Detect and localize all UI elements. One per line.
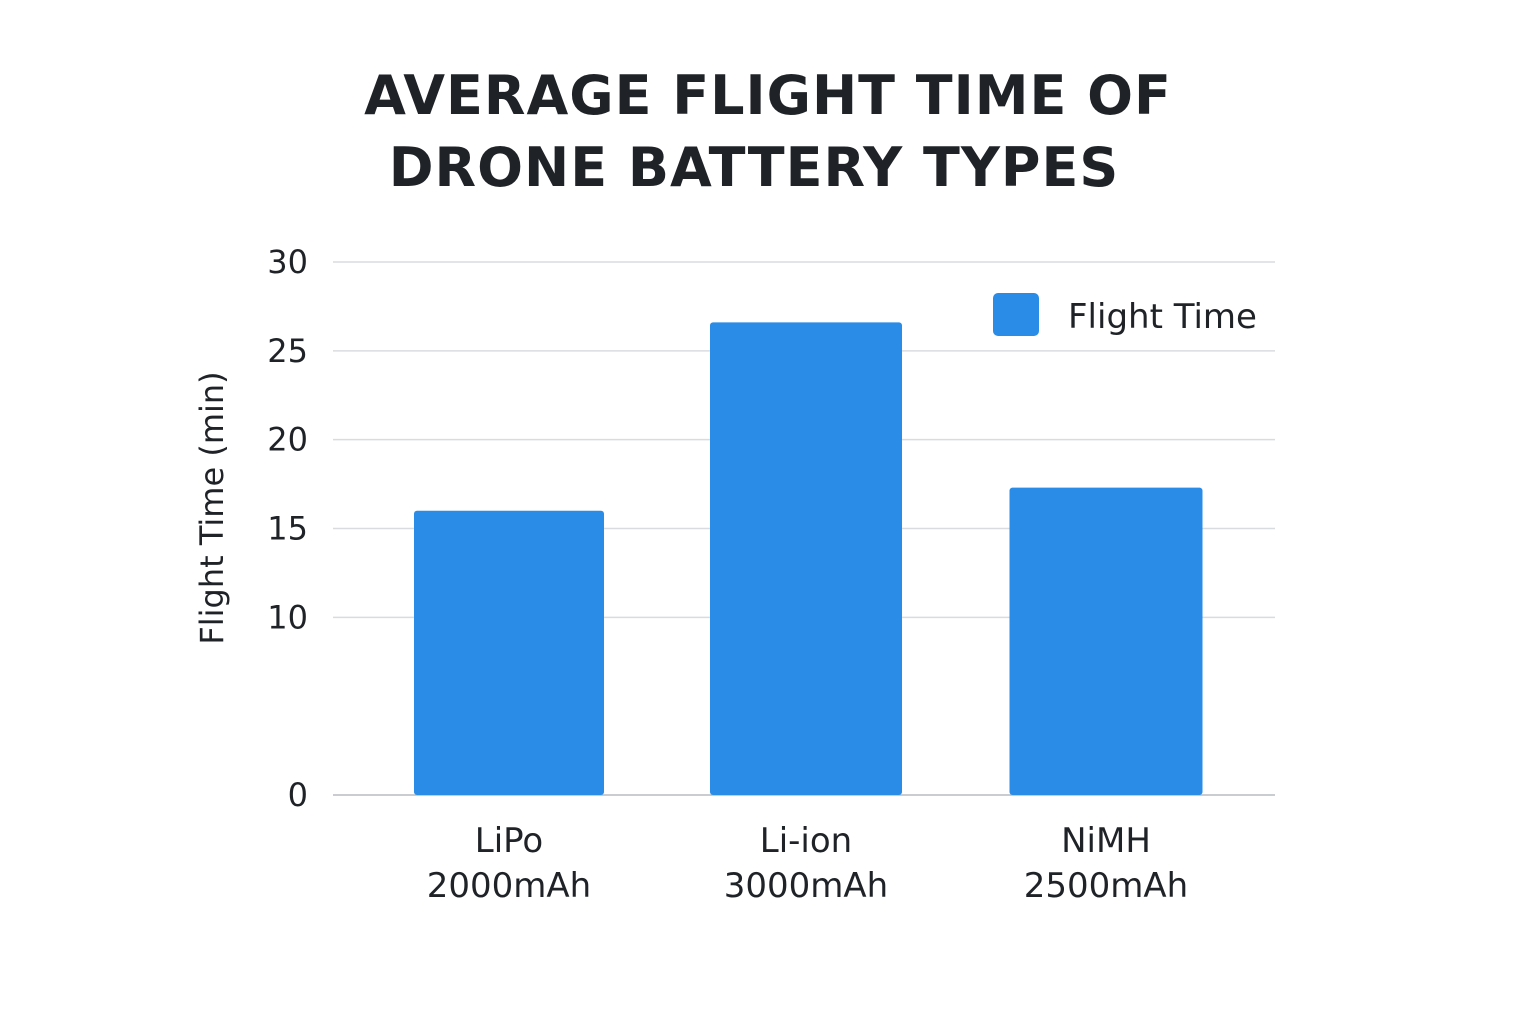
y-tick-label-15: 15 — [267, 510, 308, 548]
bar-lipo — [414, 510, 604, 795]
x-tick-label-lipo-line-2: 2000mAh — [427, 866, 591, 906]
bar-nimh — [1009, 487, 1203, 795]
chart-title: AVERAGE FLIGHT TIME OF DRONE BATTERY TYP… — [364, 64, 1172, 199]
x-tick-label-nimh-line-1: NiMH — [1061, 821, 1151, 861]
x-tick-label-li-ion-line-2: 3000mAh — [724, 866, 888, 906]
x-axis-ticks: LiPo 2000mAh Li-ion 3000mAh NiMH 2500mAh — [427, 821, 1188, 906]
y-tick-label-20: 20 — [267, 421, 308, 459]
legend: Flight Time — [993, 293, 1257, 337]
y-tick-label-10: 10 — [267, 598, 308, 636]
legend-label-flight-time: Flight Time — [1068, 297, 1257, 337]
chart-title-line-2: DRONE BATTERY TYPES — [389, 136, 1120, 199]
y-tick-label-0: 0 — [288, 776, 308, 814]
y-tick-label-30: 30 — [267, 243, 308, 281]
x-tick-label-nimh-line-2: 2500mAh — [1024, 866, 1188, 906]
bars — [414, 322, 1203, 795]
y-axis-title: Flight Time (min) — [193, 371, 231, 644]
x-tick-label-lipo-line-1: LiPo — [475, 821, 543, 861]
chart-title-line-1: AVERAGE FLIGHT TIME OF — [364, 64, 1172, 127]
legend-swatch-flight-time — [993, 293, 1039, 336]
y-tick-label-25: 25 — [267, 332, 308, 370]
x-tick-label-li-ion-line-1: Li-ion — [760, 821, 852, 861]
y-axis-ticks: 0 10 15 20 25 30 — [267, 243, 308, 814]
bar-li-ion — [710, 322, 902, 795]
